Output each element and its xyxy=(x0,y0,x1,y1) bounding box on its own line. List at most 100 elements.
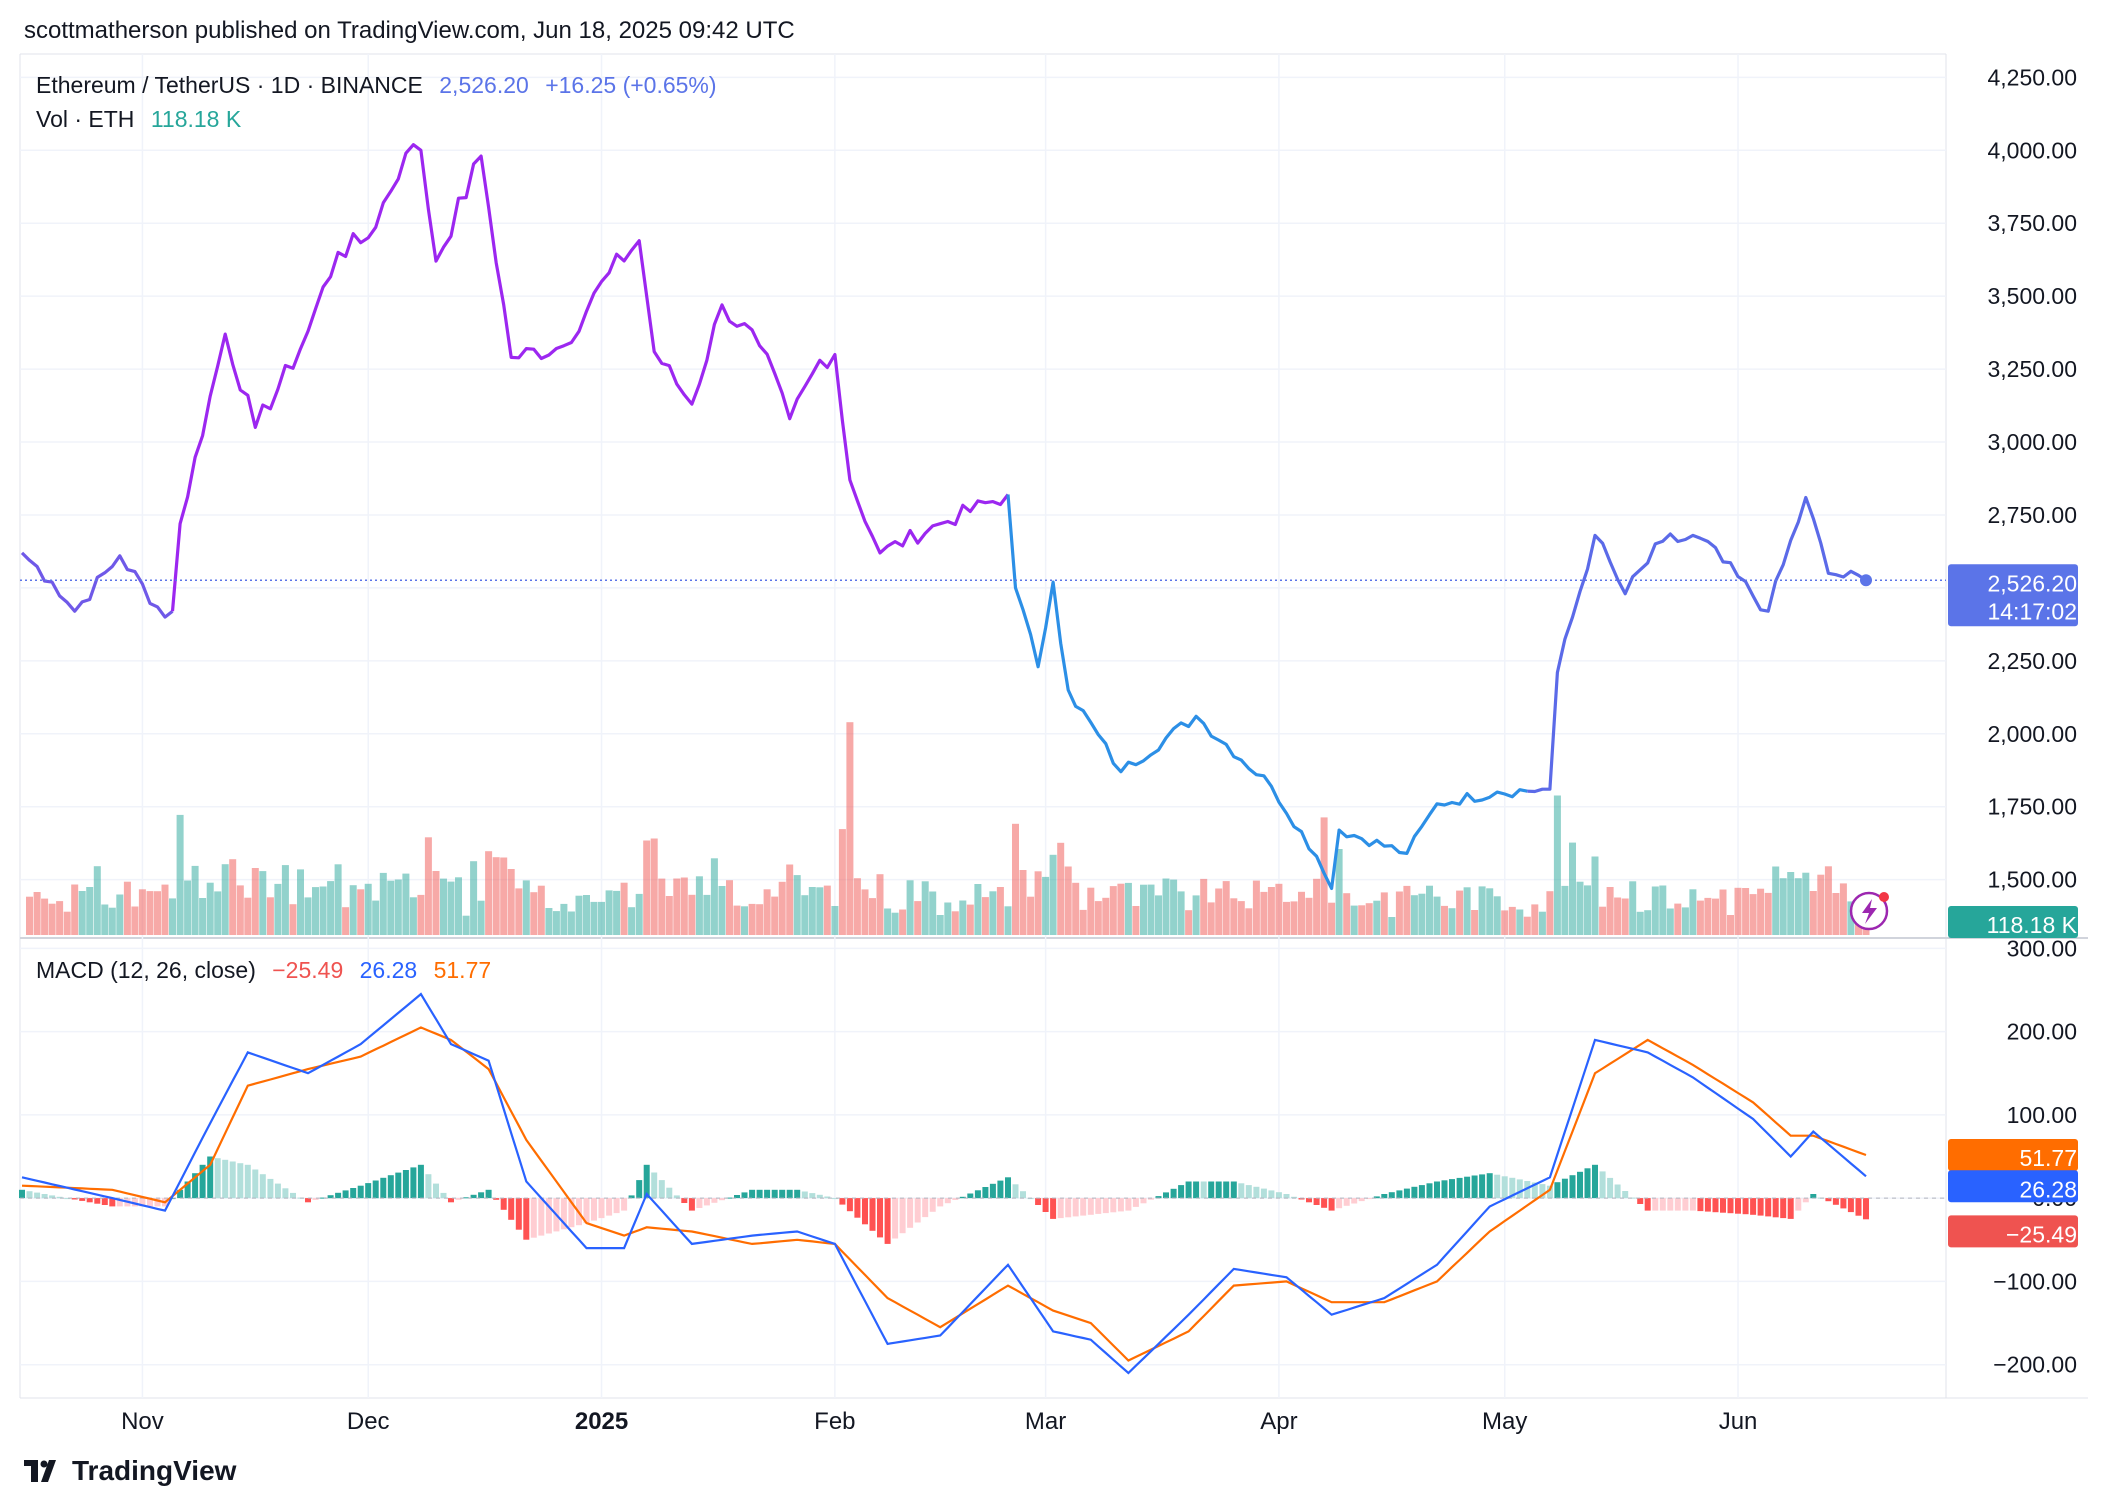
volume-bar xyxy=(138,889,146,935)
time-tick-label: Dec xyxy=(347,1408,390,1435)
volume-bar xyxy=(1591,856,1599,935)
histogram-bar xyxy=(1403,1188,1410,1199)
volume-bar xyxy=(1410,895,1418,935)
histogram-bar xyxy=(1321,1198,1328,1208)
volume-bar xyxy=(176,814,184,935)
histogram-bar xyxy=(1464,1176,1471,1199)
price-badge-text: 2,526.20 xyxy=(1987,570,2077,596)
histogram-bar xyxy=(56,1196,63,1199)
macd-badge-text: 26.28 xyxy=(2019,1176,2077,1202)
histogram-bar xyxy=(1825,1198,1832,1202)
histogram-bar xyxy=(508,1198,515,1220)
time-tick-label: May xyxy=(1482,1408,1527,1435)
tradingview-logo[interactable]: TradingView xyxy=(24,1455,236,1487)
volume-bar xyxy=(184,880,192,935)
price-badge xyxy=(1948,564,2078,627)
histogram-bar xyxy=(94,1198,101,1204)
histogram-bar xyxy=(1644,1198,1651,1211)
volume-bar xyxy=(605,890,613,935)
histogram-bar xyxy=(568,1198,575,1228)
volume-bar xyxy=(432,871,440,935)
volume-bar xyxy=(1584,885,1591,935)
volume-bar xyxy=(1787,872,1795,935)
macd-signal-value: 51.77 xyxy=(433,957,492,983)
price-tick-label: 3,500.00 xyxy=(1987,283,2077,309)
histogram-bar xyxy=(560,1198,567,1230)
volume-bar xyxy=(552,911,560,935)
volume-bar xyxy=(1117,883,1125,935)
volume-bar xyxy=(1839,883,1847,935)
histogram-bar xyxy=(1810,1194,1817,1199)
price-tick-label: 2,000.00 xyxy=(1987,721,2077,747)
volume-bar xyxy=(447,881,455,935)
volume-bar xyxy=(500,857,508,935)
price-tick-label: 1,500.00 xyxy=(1987,867,2077,893)
volume-bar xyxy=(1380,892,1388,935)
volume-bar xyxy=(101,904,109,935)
volume-bar xyxy=(1072,882,1080,935)
histogram-bar xyxy=(621,1198,628,1211)
histogram-bar xyxy=(651,1172,658,1199)
volume-legend[interactable]: Vol · ETH 118.18 K xyxy=(36,106,241,133)
price-tick-label: 2,750.00 xyxy=(1987,502,2077,528)
histogram-bar xyxy=(1674,1198,1681,1211)
volume-bar xyxy=(1230,898,1238,935)
histogram-bar xyxy=(402,1170,409,1199)
volume-bar xyxy=(297,869,304,935)
histogram-bar xyxy=(1080,1198,1087,1216)
volume-bar xyxy=(236,885,244,935)
volume-bar xyxy=(575,895,583,935)
volume-bar xyxy=(981,897,989,935)
volume-badge xyxy=(1948,906,2078,938)
volume-bar xyxy=(312,887,319,935)
histogram-bar xyxy=(1185,1181,1192,1199)
volume-bar xyxy=(387,880,395,935)
volume-bar xyxy=(1290,901,1298,935)
volume-bar xyxy=(688,894,696,935)
histogram-bar xyxy=(1449,1179,1455,1199)
volume-bar xyxy=(93,866,101,935)
volume-bar xyxy=(635,893,643,935)
volume-bar xyxy=(409,897,417,935)
volume-bar xyxy=(1569,842,1576,935)
tv-logo-icon xyxy=(24,1460,56,1482)
signal-line xyxy=(21,1026,1867,1362)
volume-bar xyxy=(56,901,64,935)
histogram-bar xyxy=(523,1198,530,1240)
histogram-bar xyxy=(1366,1198,1373,1200)
volume-bar xyxy=(1832,893,1840,935)
volume-bar xyxy=(266,897,274,935)
histogram-bar xyxy=(1170,1188,1177,1199)
volume-bar xyxy=(1034,871,1042,935)
histogram-bar xyxy=(628,1195,635,1199)
volume-bar xyxy=(530,892,538,935)
histogram-bar xyxy=(907,1198,914,1228)
histogram-bar xyxy=(545,1198,552,1234)
histogram-bar xyxy=(801,1191,808,1199)
histogram-bar xyxy=(372,1180,379,1199)
volume-bar xyxy=(748,903,756,935)
histogram-bar xyxy=(1622,1191,1629,1199)
volume-badge-text: 118.18 K xyxy=(1987,912,2078,938)
histogram-bar xyxy=(982,1187,989,1199)
macd-tick-label: −100.00 xyxy=(1993,1268,2077,1294)
histogram-bar xyxy=(1042,1198,1049,1212)
histogram-bar xyxy=(703,1198,710,1206)
histogram-bar xyxy=(944,1198,951,1204)
volume-bar xyxy=(643,840,651,935)
volume-bar xyxy=(417,894,425,935)
histogram-bar xyxy=(1260,1188,1267,1199)
volume-bar xyxy=(1712,898,1719,935)
histogram-bar xyxy=(1486,1173,1493,1199)
volume-bar xyxy=(703,894,711,935)
histogram-bar xyxy=(327,1195,334,1199)
volume-bar xyxy=(673,878,681,935)
volume-bar xyxy=(1764,892,1772,935)
macd-legend[interactable]: MACD (12, 26, close) −25.49 26.28 51.77 xyxy=(36,957,491,984)
histogram-bar xyxy=(1298,1198,1305,1200)
volume-bar xyxy=(1696,900,1704,935)
histogram-bar xyxy=(1268,1190,1275,1199)
histogram-bar xyxy=(1539,1184,1546,1199)
symbol-legend[interactable]: Ethereum / TetherUS · 1D · BINANCE 2,526… xyxy=(36,72,717,99)
